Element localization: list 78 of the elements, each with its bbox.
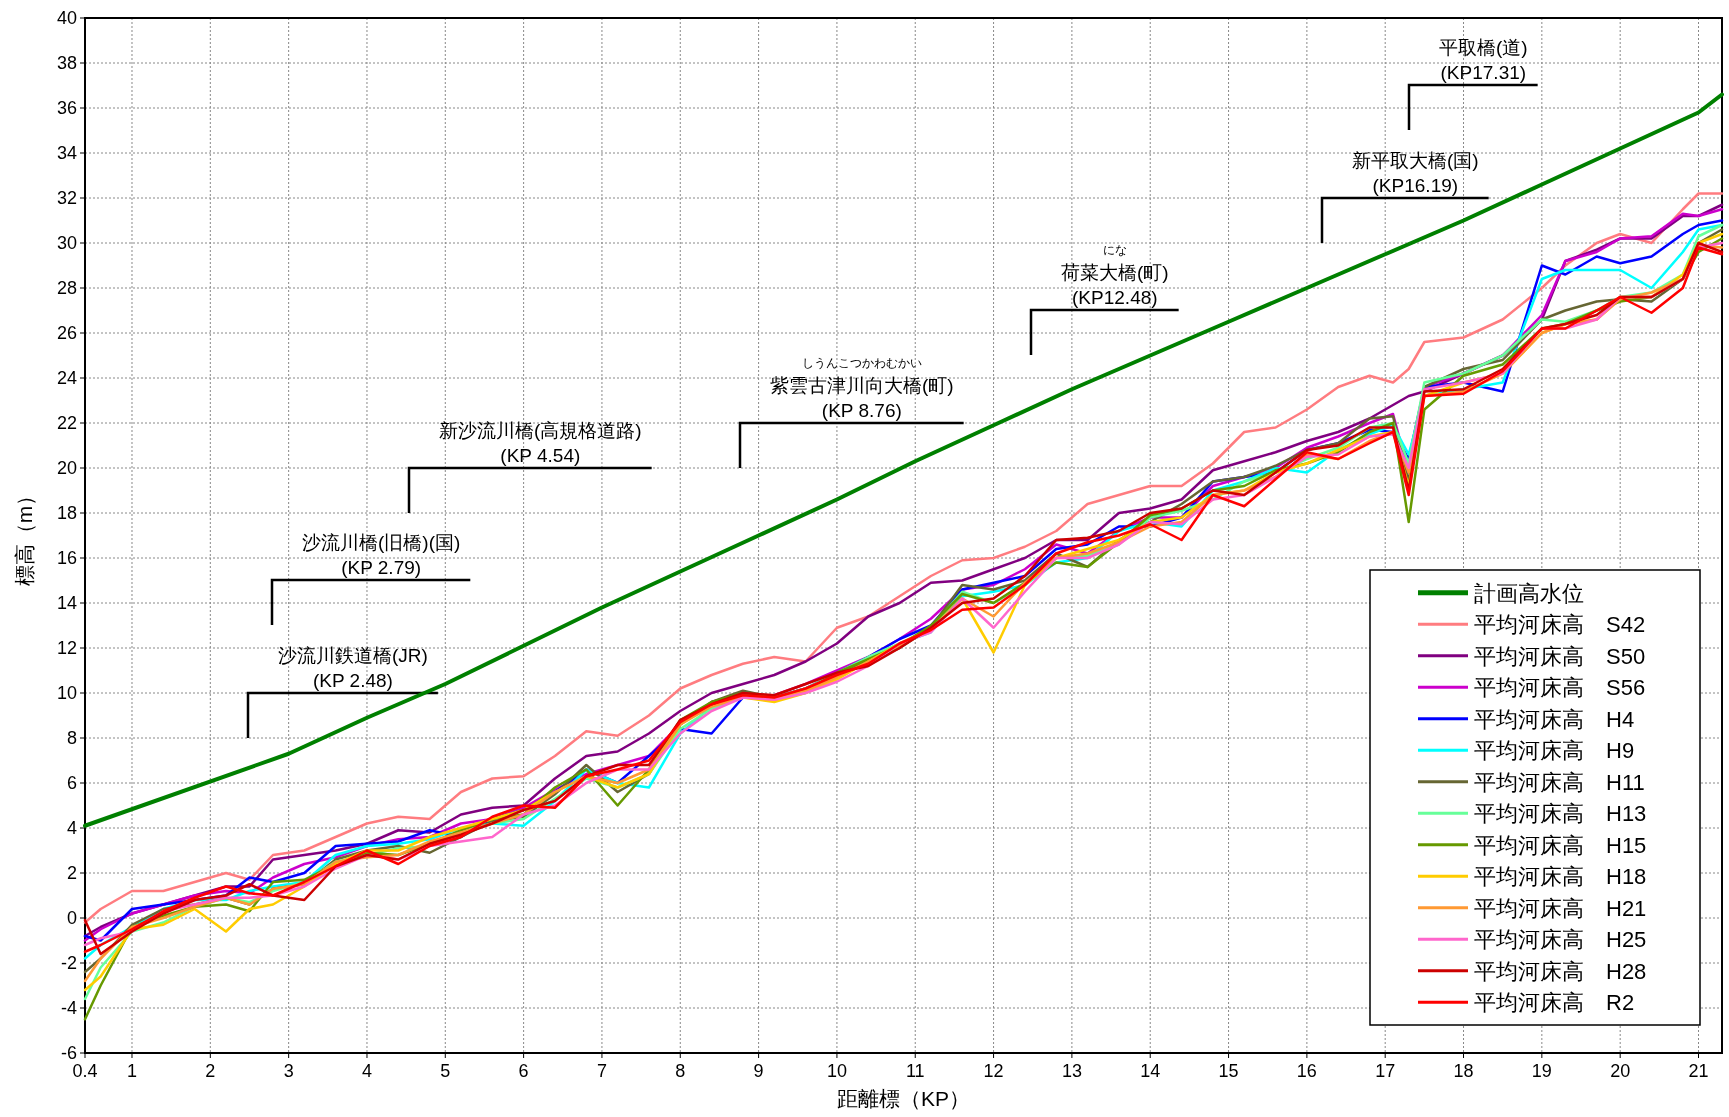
y-tick-label: 0 (66, 908, 77, 928)
annotation: 沙流川橋(旧橋)(国) (302, 532, 461, 553)
legend-label: 平均河床高 S42 (1474, 612, 1646, 638)
y-tick-label: 38 (56, 53, 77, 73)
y-tick-label: 26 (56, 323, 77, 343)
legend-label: 平均河床高 H28 (1474, 958, 1647, 984)
x-tick-label: 8 (675, 1061, 686, 1081)
y-tick-label: 28 (56, 278, 77, 298)
x-tick-label: 4 (361, 1061, 372, 1081)
y-tick-label: 8 (66, 728, 77, 748)
annotation: 平取橋(道) (1439, 37, 1528, 58)
y-tick-label: 18 (56, 503, 77, 523)
annotation: 新平取大橋(国) (1352, 150, 1479, 171)
x-tick-label: 12 (983, 1061, 1004, 1081)
y-tick-label: -6 (60, 1043, 77, 1063)
annotation: (KP12.48) (1072, 287, 1158, 308)
annotation: (KP 2.79) (341, 557, 422, 578)
legend-label: 平均河床高 H4 (1474, 706, 1635, 732)
x-tick-label: 15 (1218, 1061, 1239, 1081)
x-tick-label: 0.4 (72, 1061, 98, 1081)
legend-label: 平均河床高 H11 (1474, 769, 1645, 795)
y-tick-label: -2 (60, 953, 77, 973)
x-tick-label: 6 (518, 1061, 529, 1081)
y-tick-label: 30 (56, 233, 77, 253)
legend-label: 平均河床高 H21 (1474, 895, 1647, 921)
annotation: (KP17.31) (1440, 62, 1527, 83)
y-tick-label: 36 (56, 98, 77, 118)
x-tick-label: 9 (753, 1061, 764, 1081)
legend-label: 平均河床高 H18 (1474, 864, 1647, 890)
legend-label: 平均河床高 S50 (1474, 643, 1646, 669)
x-tick-label: 2 (205, 1061, 216, 1081)
legend-label: 平均河床高 R2 (1474, 990, 1635, 1016)
legend-label: 平均河床高 H15 (1474, 832, 1647, 858)
x-axis-title: 距離標（KP） (836, 1087, 971, 1110)
x-tick-label: 7 (596, 1061, 607, 1081)
y-tick-label: 4 (66, 818, 77, 838)
legend-label: 平均河床高 H9 (1474, 738, 1635, 764)
y-tick-label: 40 (56, 8, 77, 28)
x-tick-label: 1 (126, 1061, 137, 1081)
legend-label: 計画高水位 (1474, 580, 1584, 606)
x-tick-label: 11 (905, 1061, 925, 1081)
y-tick-label: 20 (56, 458, 77, 478)
annotation: (KP16.19) (1372, 175, 1459, 196)
legend-label: 平均河床高 H25 (1474, 927, 1647, 953)
annotation: 新沙流川橋(高規格道路) (439, 420, 642, 441)
y-axis-title: 標高（m） (13, 484, 36, 587)
x-tick-label: 17 (1375, 1061, 1396, 1081)
x-tick-label: 14 (1140, 1061, 1161, 1081)
y-tick-label: 22 (56, 413, 77, 433)
annotation: 沙流川鉄道橋(JR) (278, 645, 428, 666)
y-tick-label: 34 (56, 143, 77, 163)
y-tick-label: 16 (56, 548, 77, 568)
y-tick-label: 32 (56, 188, 77, 208)
x-tick-label: 18 (1453, 1061, 1474, 1081)
x-tick-label: 19 (1531, 1061, 1552, 1081)
y-tick-label: 10 (56, 683, 77, 703)
x-tick-label: 5 (440, 1061, 451, 1081)
x-tick-label: 10 (826, 1061, 847, 1081)
annotation: (KP 2.48) (312, 670, 393, 691)
x-tick-label: 13 (1061, 1061, 1082, 1081)
legend-label: 平均河床高 S56 (1474, 675, 1646, 701)
annotation: 荷菜大橋(町) (1061, 262, 1169, 283)
annotation: (KP 8.76) (821, 400, 902, 421)
annotation: 紫雲古津川向大橋(町) (770, 375, 954, 396)
y-tick-label: 14 (56, 593, 77, 613)
x-tick-label: 3 (283, 1061, 294, 1081)
y-tick-label: 2 (66, 863, 77, 883)
annotation: (KP 4.54) (500, 445, 581, 466)
y-tick-label: -4 (60, 998, 77, 1018)
legend-label: 平均河床高 H13 (1474, 801, 1647, 827)
y-tick-label: 6 (66, 773, 77, 793)
y-tick-label: 24 (56, 368, 77, 388)
annotation: しうんこつかわむかい (801, 356, 922, 370)
x-tick-label: 21 (1688, 1061, 1709, 1081)
x-tick-label: 16 (1296, 1061, 1317, 1081)
annotation: にな (1102, 243, 1127, 257)
x-tick-label: 20 (1610, 1061, 1631, 1081)
y-tick-label: 12 (56, 638, 77, 658)
